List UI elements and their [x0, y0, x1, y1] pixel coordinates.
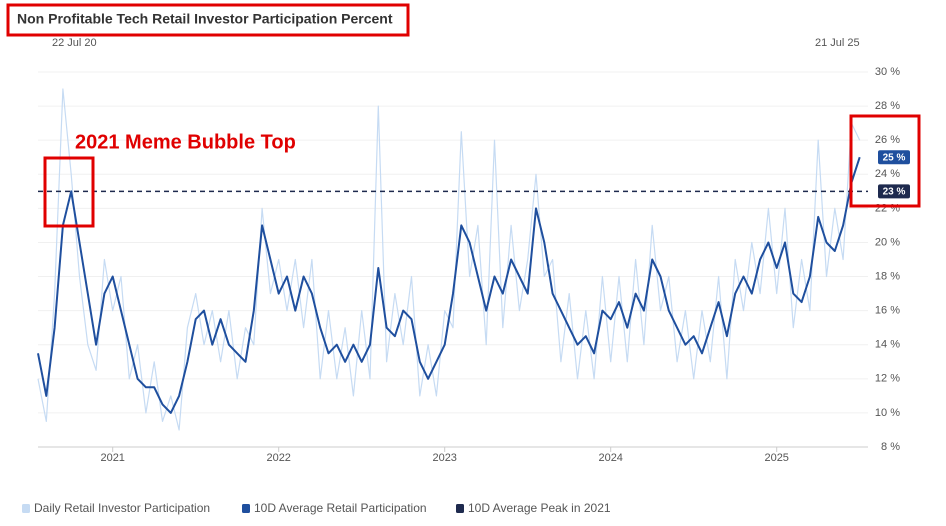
- y-tick-label: 24 %: [875, 168, 900, 180]
- y-tick-label: 18 %: [875, 270, 900, 282]
- y-tick-label: 16 %: [875, 305, 900, 317]
- series-line: [37, 156, 861, 414]
- y-tick-label: 10 %: [875, 407, 900, 419]
- y-tick-label: 12 %: [875, 373, 900, 385]
- range-start: 22 Jul 20: [52, 37, 97, 49]
- x-tick-label: 2024: [598, 452, 622, 464]
- legend-marker: [242, 504, 250, 513]
- end-label-box: [878, 150, 910, 165]
- plot: 8 % 10 % 12 % 14 % 16 % 18 % 20 % 22 % 24 % 26 % 2…: [22, 66, 910, 515]
- y-tick-label: 8 %: [881, 441, 900, 453]
- legend-label: Daily Retail Investor Participation: [34, 501, 210, 515]
- end-label-box: [878, 184, 910, 199]
- y-tick-label: 14 %: [875, 339, 900, 351]
- end-label: 23 %: [883, 186, 906, 197]
- y-tick-label: 20 %: [875, 236, 900, 248]
- highlight-box: [43, 156, 95, 228]
- y-tick-label: 26 %: [875, 134, 900, 146]
- y-tick-label: 22 %: [875, 202, 900, 214]
- end-label: 25 %: [883, 152, 906, 163]
- legend-label: 10D Average Peak in 2021: [468, 501, 611, 515]
- legend-label: 10D Average Retail Participation: [254, 501, 427, 515]
- x-tick-label: 2021: [100, 452, 124, 464]
- range-end: 21 Jul 25: [815, 37, 860, 49]
- x-tick-label: 2023: [432, 452, 456, 464]
- y-tick-label: 28 %: [875, 100, 900, 112]
- legend-marker: [22, 504, 30, 513]
- annotation: 2021 Meme Bubble Top: [75, 131, 296, 153]
- highlight-box: [849, 114, 921, 208]
- chart-title: Non Profitable Tech Retail Investor Part…: [17, 11, 393, 27]
- x-tick-label: 2025: [764, 452, 788, 464]
- x-tick-label: 2022: [266, 452, 290, 464]
- y-tick-label: 30 %: [875, 66, 900, 78]
- title-box: [6, 3, 410, 37]
- legend-marker: [456, 504, 464, 513]
